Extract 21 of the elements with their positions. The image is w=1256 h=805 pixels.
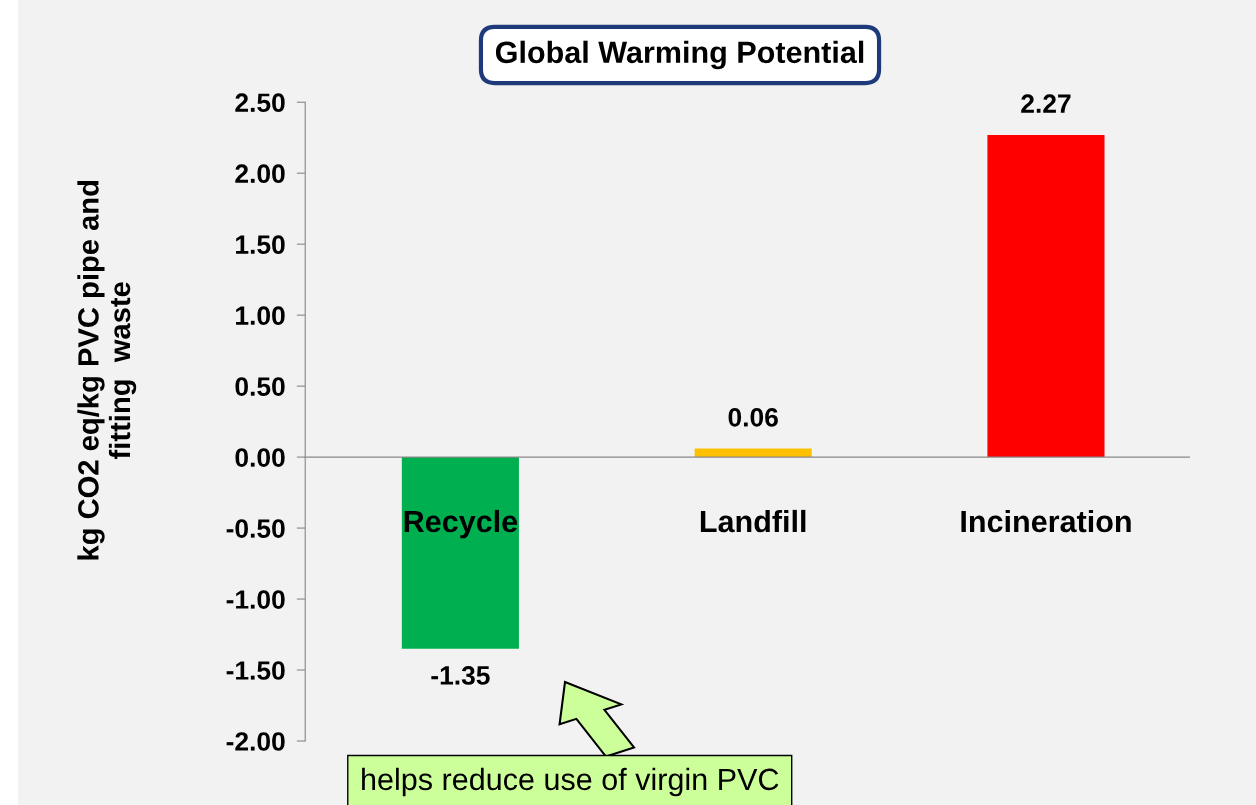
- data-label: -1.35: [431, 666, 490, 685]
- y-tick-label: -1.50: [226, 661, 285, 680]
- y-tick-label: -0.50: [226, 519, 285, 538]
- y-tick-label: 1.50: [236, 235, 285, 254]
- y-tick-label: -2.00: [226, 732, 285, 751]
- y-tick-label: 2.50: [235, 93, 285, 113]
- data-label: 0.06: [728, 408, 778, 427]
- x-tick-label: Incineration: [961, 509, 1131, 533]
- y-tick-label: -1.00: [226, 590, 285, 609]
- y-axis-title: kg CO2 eq/kg PVC pipe and fitting waste: [77, 180, 137, 560]
- y-tick-label: 0.00: [235, 448, 285, 467]
- x-tick-label: Landfill: [700, 509, 806, 533]
- data-label: 2.27: [1021, 94, 1071, 113]
- bar: [987, 134, 1105, 458]
- bar: [401, 457, 519, 649]
- text: helps reduce use of virgin PVC: [362, 767, 779, 797]
- y-tick-label: 1.00: [236, 306, 285, 325]
- x-tick-label: Recycle: [404, 509, 518, 539]
- chart-title: Global Warming Potential: [495, 40, 864, 70]
- y-tick-label: 2.00: [235, 164, 285, 184]
- y-tick-label: 0.50: [235, 377, 285, 396]
